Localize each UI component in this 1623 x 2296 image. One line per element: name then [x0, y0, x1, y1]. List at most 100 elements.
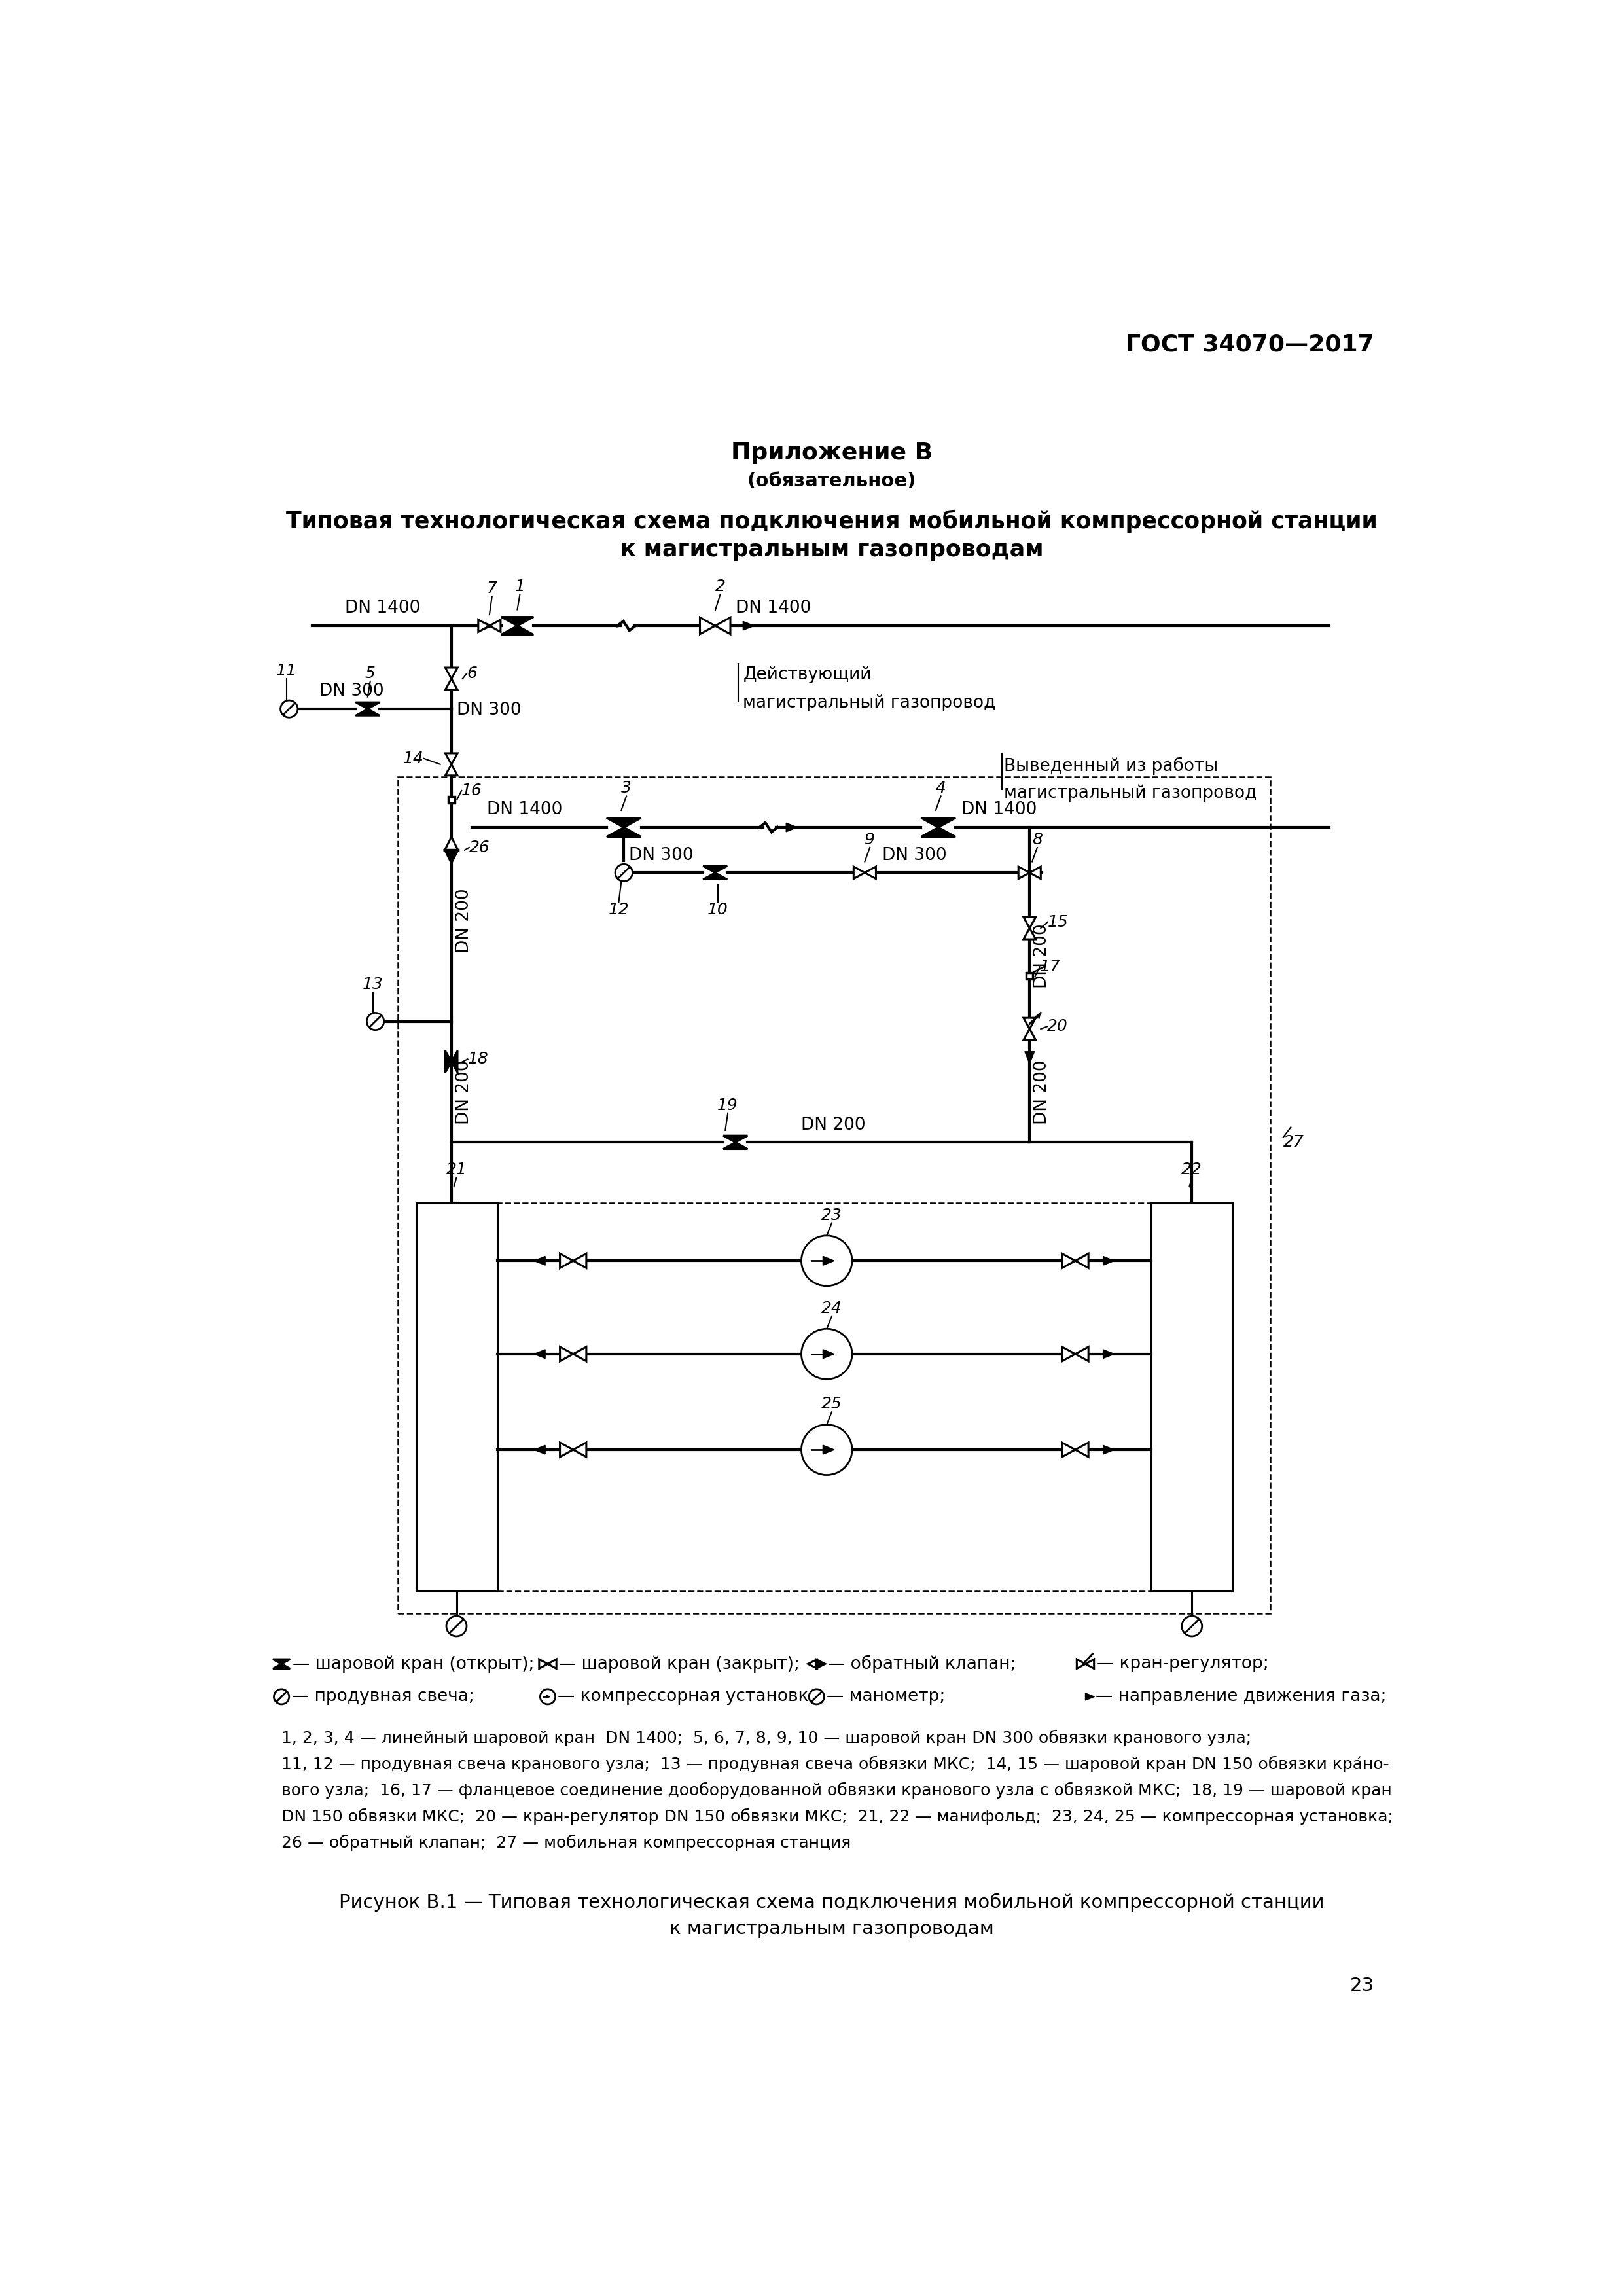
Text: 3: 3: [622, 781, 631, 797]
Text: DN 1400: DN 1400: [961, 801, 1037, 817]
Text: DN 1400: DN 1400: [487, 801, 563, 817]
Polygon shape: [823, 1444, 834, 1453]
Text: 27: 27: [1284, 1134, 1303, 1150]
Text: Выведенный из работы: Выведенный из работы: [1005, 758, 1219, 774]
Polygon shape: [1061, 1442, 1074, 1458]
Text: 19: 19: [717, 1097, 738, 1114]
Text: Типовая технологическая схема подключения мобильной компрессорной станции: Типовая технологическая схема подключени…: [286, 510, 1378, 533]
Polygon shape: [445, 850, 458, 863]
Polygon shape: [854, 866, 865, 879]
Polygon shape: [355, 703, 380, 716]
Polygon shape: [1019, 866, 1029, 879]
Text: 9: 9: [865, 831, 875, 847]
Polygon shape: [816, 1660, 824, 1669]
Text: DN 200: DN 200: [456, 1061, 472, 1125]
Polygon shape: [865, 866, 876, 879]
Text: ГОСТ 34070—2017: ГОСТ 34070—2017: [1126, 333, 1375, 356]
Polygon shape: [534, 1256, 545, 1265]
Text: DN 200: DN 200: [802, 1116, 867, 1134]
Text: 22: 22: [1182, 1162, 1203, 1178]
Polygon shape: [1086, 1660, 1094, 1669]
Text: к магистральным газопроводам: к магистральным газопроводам: [620, 540, 1044, 560]
Text: — шаровой кран (открыт);: — шаровой кран (открыт);: [292, 1655, 534, 1671]
Text: 2: 2: [716, 579, 725, 595]
Text: 16: 16: [461, 783, 482, 799]
Polygon shape: [573, 1254, 586, 1267]
Polygon shape: [716, 618, 730, 634]
Polygon shape: [700, 618, 716, 634]
Text: — обратный клапан;: — обратный клапан;: [828, 1655, 1016, 1674]
Text: DN 1400: DN 1400: [346, 599, 420, 618]
Text: — направление движения газа;: — направление движения газа;: [1096, 1688, 1386, 1706]
Circle shape: [802, 1235, 852, 1286]
Text: 23: 23: [1350, 1977, 1375, 1995]
Text: DN 300: DN 300: [883, 847, 948, 863]
Polygon shape: [534, 1350, 545, 1359]
Polygon shape: [445, 753, 458, 765]
Polygon shape: [1024, 928, 1035, 939]
Text: 7: 7: [487, 581, 497, 597]
Text: 1, 2, 3, 4 — линейный шаровой кран  DN 1400;  5, 6, 7, 8, 9, 10 — шаровой кран D: 1, 2, 3, 4 — линейный шаровой кран DN 14…: [281, 1729, 1251, 1745]
Polygon shape: [1024, 916, 1035, 928]
Bar: [415, 1203, 497, 1591]
Text: — компрессорная установка;: — компрессорная установка;: [558, 1688, 824, 1706]
Polygon shape: [482, 622, 493, 629]
Polygon shape: [703, 866, 727, 879]
Circle shape: [802, 1329, 852, 1380]
Polygon shape: [1024, 1052, 1034, 1063]
Text: 5: 5: [365, 666, 375, 682]
Text: 26: 26: [469, 840, 490, 856]
Text: 4: 4: [935, 781, 946, 797]
Text: — манометр;: — манометр;: [826, 1688, 946, 1706]
Polygon shape: [1074, 1348, 1089, 1362]
Polygon shape: [502, 618, 534, 634]
Text: 26 — обратный клапан;  27 — мобильная компрессорная станция: 26 — обратный клапан; 27 — мобильная ком…: [281, 1835, 850, 1851]
Circle shape: [367, 1013, 385, 1031]
Text: 25: 25: [821, 1396, 842, 1412]
Text: к магистральным газопроводам: к магистральным газопроводам: [670, 1919, 993, 1938]
Polygon shape: [1104, 1256, 1115, 1265]
Polygon shape: [1074, 1442, 1089, 1458]
Polygon shape: [724, 1137, 748, 1148]
Polygon shape: [1076, 1660, 1086, 1669]
Polygon shape: [1061, 1254, 1074, 1267]
Bar: [1151, 1203, 1232, 1591]
Text: Рисунок В.1 — Типовая технологическая схема подключения мобильной компрессорной : Рисунок В.1 — Типовая технологическая сх…: [339, 1894, 1324, 1913]
Text: вого узла;  16, 17 — фланцевое соединение дооборудованной обвязки кранового узла: вого узла; 16, 17 — фланцевое соединение…: [281, 1782, 1393, 1798]
Polygon shape: [1104, 1350, 1115, 1359]
Polygon shape: [273, 1660, 291, 1669]
Polygon shape: [1061, 1348, 1074, 1362]
Polygon shape: [1104, 1444, 1115, 1453]
Text: 10: 10: [708, 902, 729, 918]
Polygon shape: [539, 1660, 549, 1669]
Circle shape: [1182, 1616, 1203, 1637]
Polygon shape: [607, 817, 641, 836]
Polygon shape: [479, 620, 490, 631]
Polygon shape: [445, 680, 458, 689]
Polygon shape: [445, 838, 458, 850]
Polygon shape: [445, 765, 458, 776]
Text: DN 200: DN 200: [1034, 923, 1050, 987]
Circle shape: [274, 1690, 289, 1704]
Polygon shape: [549, 1660, 557, 1669]
Polygon shape: [560, 1348, 573, 1362]
Polygon shape: [823, 1350, 834, 1359]
Text: магистральный газопровод: магистральный газопровод: [1005, 785, 1258, 801]
Polygon shape: [1024, 1029, 1035, 1040]
Circle shape: [615, 863, 633, 882]
Text: DN 300: DN 300: [456, 700, 521, 719]
Text: 21: 21: [446, 1162, 467, 1178]
Polygon shape: [560, 1254, 573, 1267]
Text: 12: 12: [609, 902, 630, 918]
Polygon shape: [534, 1444, 545, 1453]
Circle shape: [808, 1690, 824, 1704]
Circle shape: [446, 1616, 467, 1637]
Polygon shape: [1029, 866, 1040, 879]
Text: 14: 14: [403, 751, 424, 767]
Text: — шаровой кран (закрыт);: — шаровой кран (закрыт);: [558, 1655, 800, 1671]
Text: 15: 15: [1047, 914, 1068, 930]
Polygon shape: [786, 822, 797, 831]
Text: 17: 17: [1040, 960, 1060, 976]
Text: магистральный газопровод: магистральный газопровод: [743, 693, 997, 712]
Text: Приложение В: Приложение В: [730, 441, 933, 464]
